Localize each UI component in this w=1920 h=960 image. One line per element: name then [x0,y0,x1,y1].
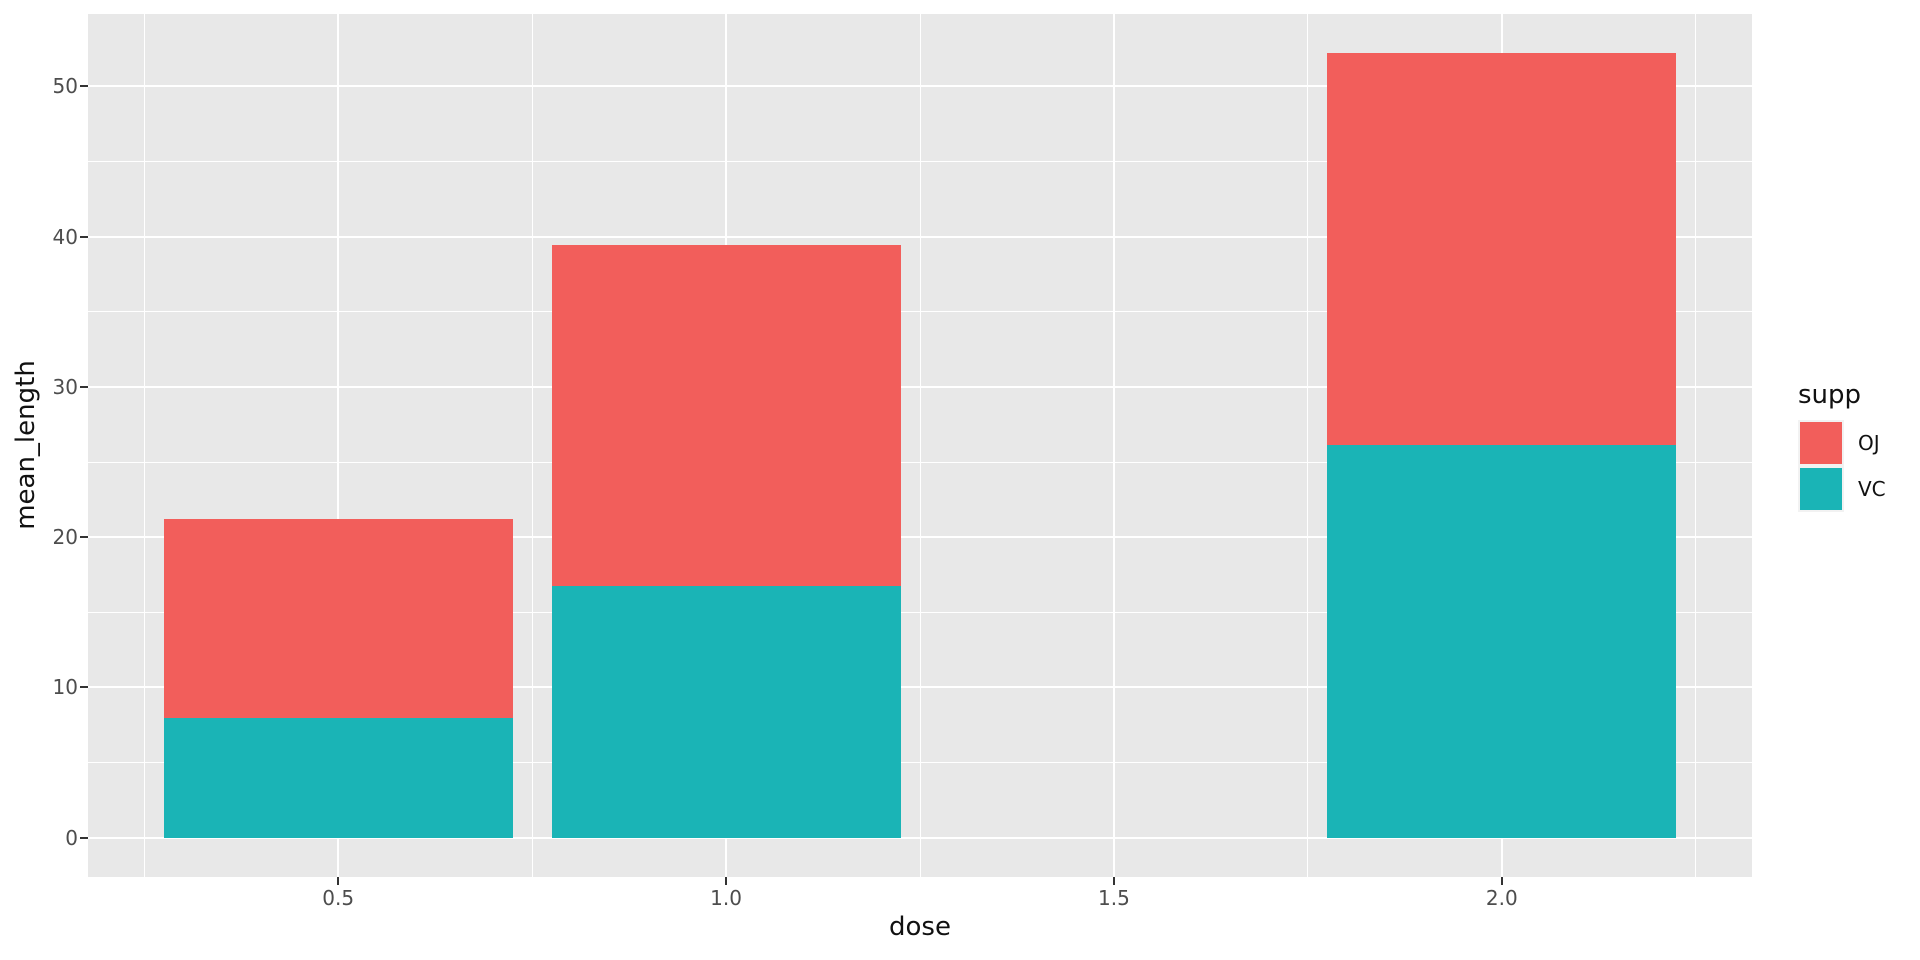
gridline-minor-vertical [919,14,921,877]
bar-segment-oj-dose-1 [551,244,901,586]
legend-key [1798,420,1844,466]
y-tick-label: 40 [52,224,78,249]
x-tick [1500,877,1503,885]
gridline-minor-horizontal [88,762,1752,764]
x-tick [725,877,728,885]
legend-entry-oj: OJ [1798,420,1920,466]
legend-label: VC [1858,477,1886,501]
x-axis-title: dose [889,912,951,942]
gridline-major-vertical [1112,14,1115,877]
legend-entries: OJ VC [1798,420,1920,512]
gridline-minor-horizontal [88,311,1752,313]
legend-entry-vc: VC [1798,466,1920,512]
x-tick-label: 1.0 [710,886,742,910]
gridline-minor-vertical [143,14,145,877]
y-tick [80,85,88,88]
x-tick [1112,877,1115,885]
bar-segment-vc-dose-2 [1327,444,1677,838]
x-tick [337,877,340,885]
y-tick-label: 30 [52,374,78,399]
legend: supp OJ VC [1798,380,1920,512]
y-tick [80,235,88,238]
y-tick [80,536,88,539]
gridline-minor-horizontal [88,461,1752,463]
bar-segment-oj-dose-0.5 [163,518,513,718]
gridline-minor-horizontal [88,160,1752,162]
y-tick-label: 0 [65,825,78,850]
gridline-major-horizontal [88,385,1752,388]
y-tick [80,686,88,689]
gridline-major-horizontal [88,686,1752,689]
legend-key [1798,466,1844,512]
gridline-minor-vertical [1307,14,1309,877]
legend-swatch-vc [1800,468,1842,510]
bar-segment-vc-dose-1 [551,585,901,838]
bar-segment-oj-dose-2 [1327,53,1677,445]
bar-segment-vc-dose-0.5 [163,717,513,838]
x-tick-label: 0.5 [322,886,355,910]
gridline-major-horizontal [88,85,1752,88]
legend-title: supp [1798,380,1862,410]
x-tick-label: 1.5 [1098,886,1130,910]
gridline-minor-vertical [1695,14,1697,877]
y-axis-title: mean_length [11,360,41,530]
x-tick-label: 2.0 [1485,886,1518,910]
y-tick-label: 50 [52,74,78,99]
legend-swatch-oj [1800,422,1842,464]
y-tick-label: 10 [52,675,78,700]
gridline-major-horizontal [88,235,1752,238]
y-tick [80,385,88,388]
gridline-major-horizontal [88,836,1752,839]
plot-panel [88,14,1752,877]
gridline-major-vertical [337,14,340,877]
gridline-minor-vertical [531,14,533,877]
legend-label: OJ [1858,431,1880,455]
gridline-major-horizontal [88,536,1752,539]
y-tick [80,836,88,839]
gridline-minor-horizontal [88,611,1752,613]
y-tick-label: 20 [52,525,78,550]
